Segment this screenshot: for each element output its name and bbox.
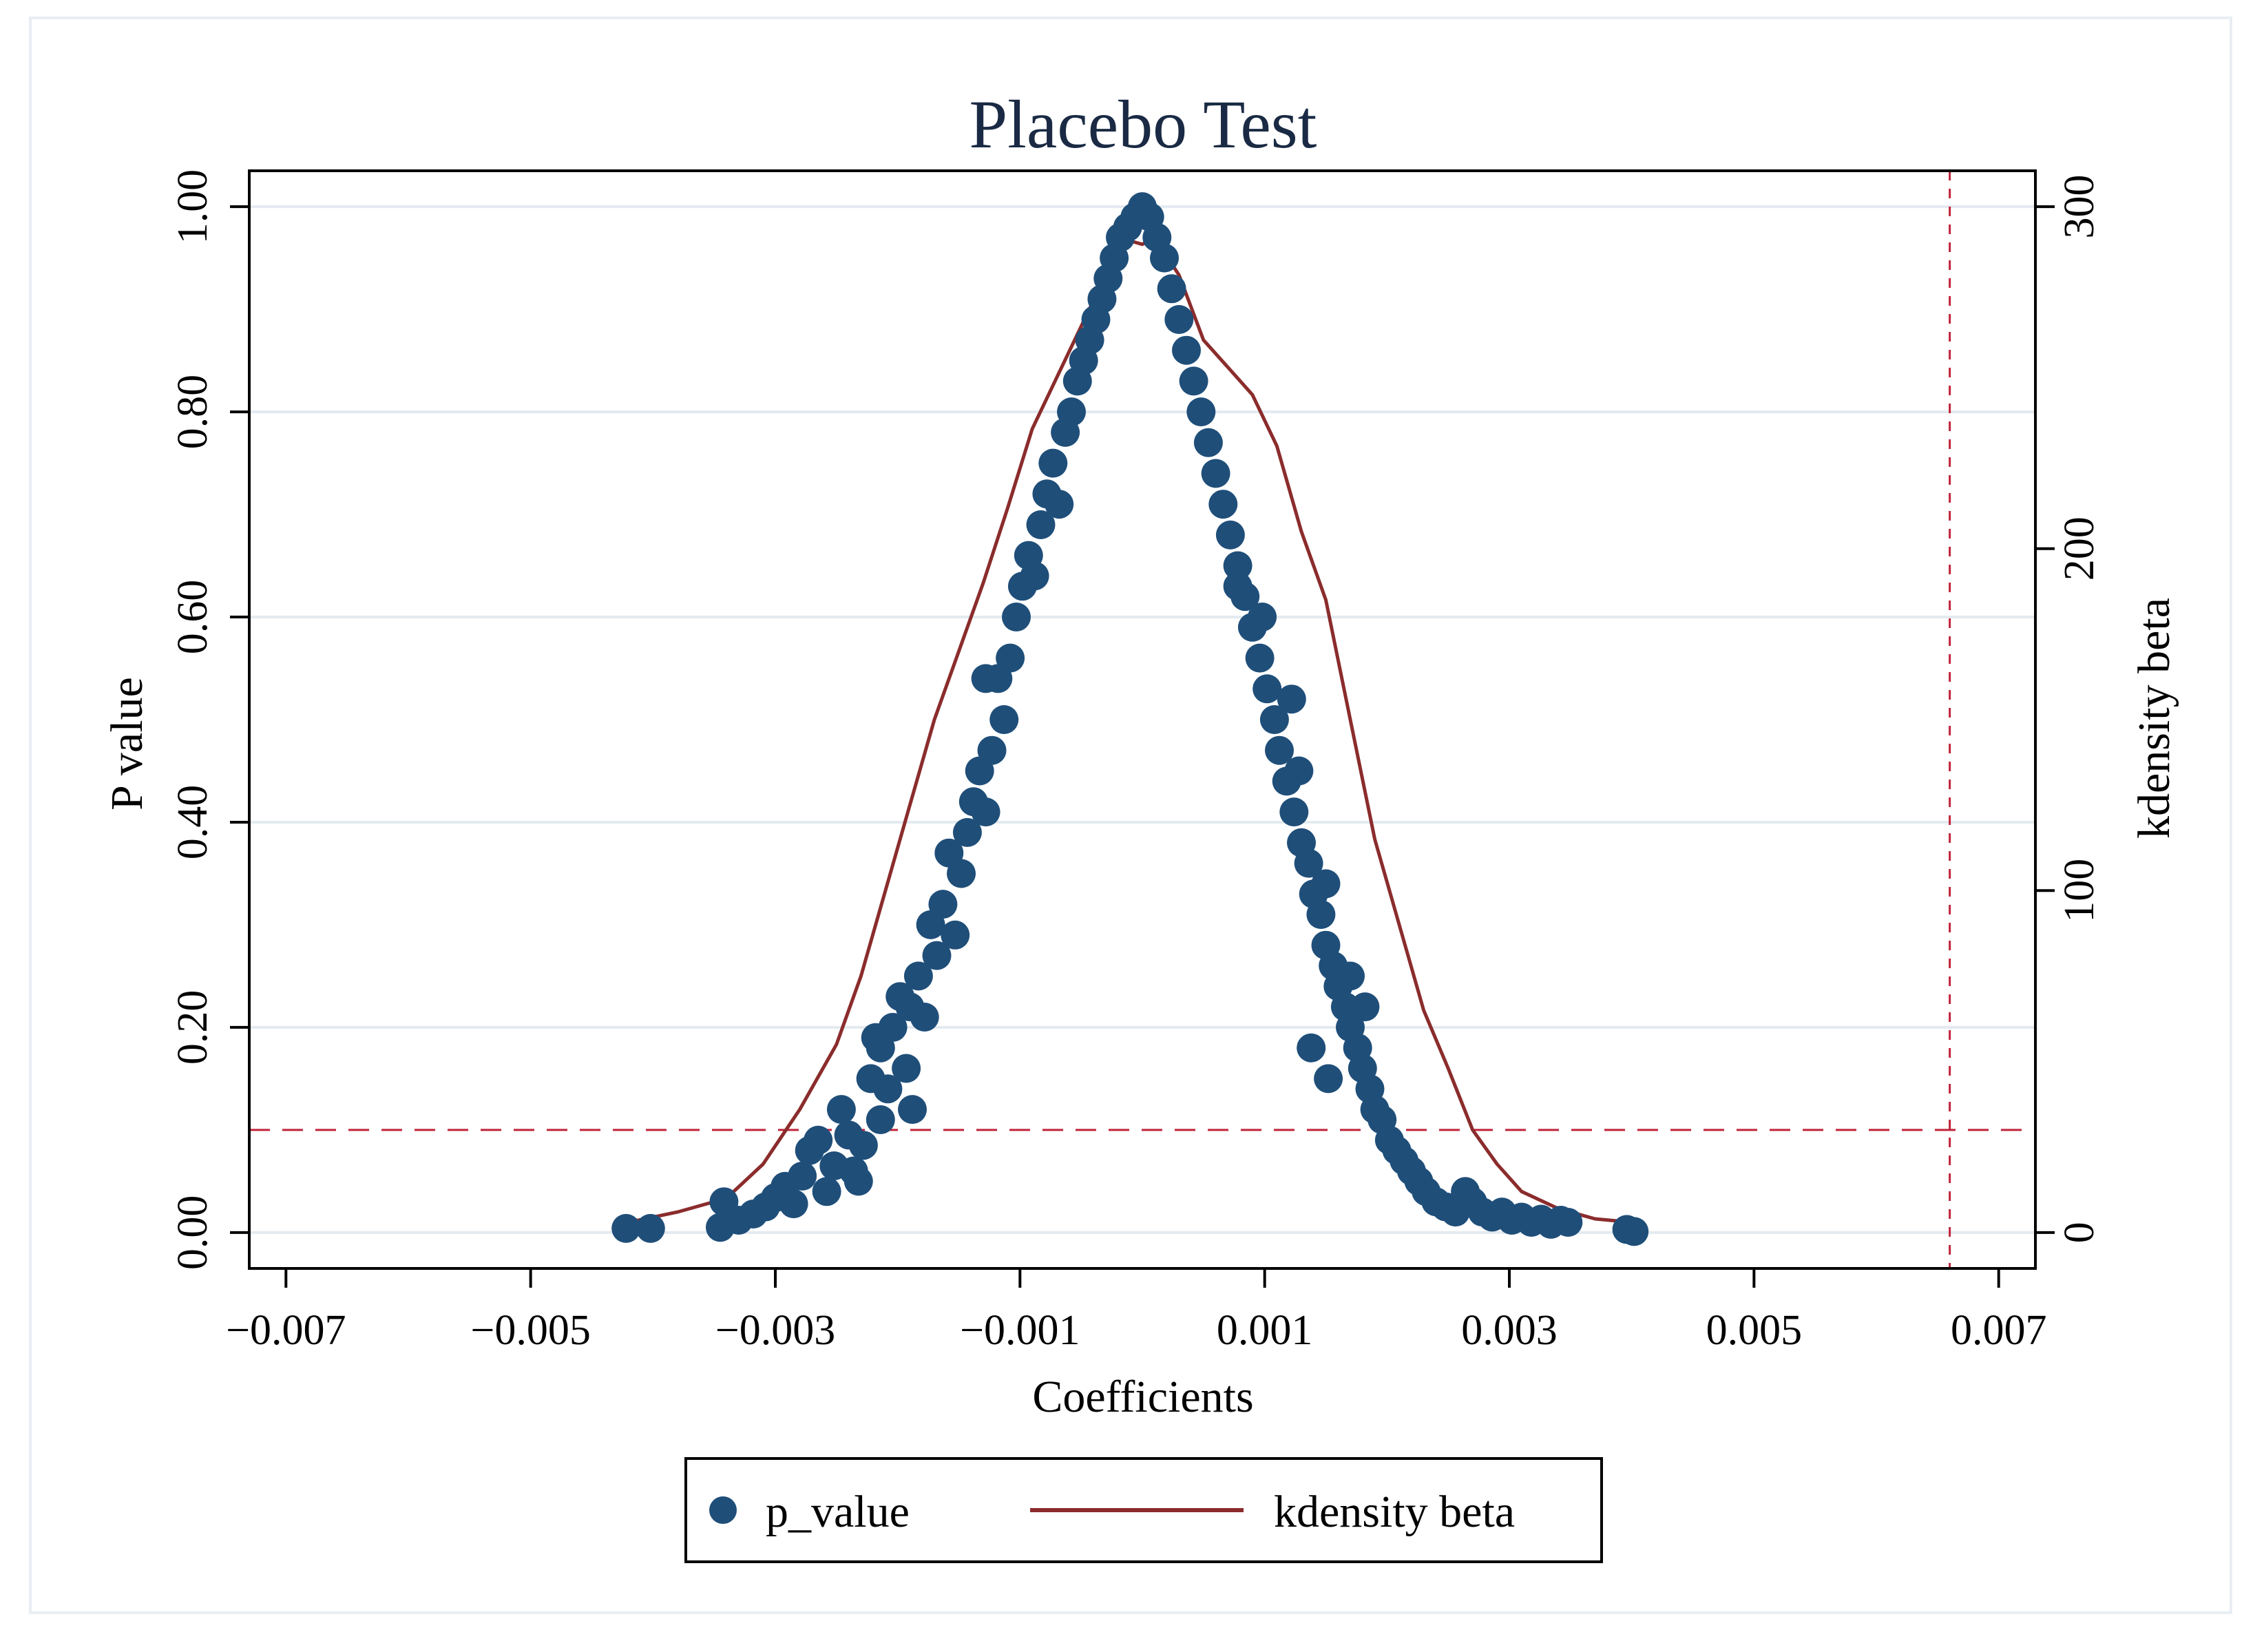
y-left-tick-label-3: 0.60 — [169, 580, 216, 655]
p-value-point-40 — [977, 735, 1007, 765]
p-value-point-50 — [1038, 448, 1068, 478]
p-value-point-68 — [1157, 274, 1186, 304]
p-value-point-133 — [895, 992, 925, 1022]
x-tick-label-4: 0.001 — [1217, 1307, 1313, 1354]
y-right-tick-label-1: 100 — [2056, 859, 2103, 923]
y-axis-left-label: P value — [102, 677, 152, 811]
y-right-tick-label-2: 200 — [2056, 516, 2103, 581]
p-value-point-32 — [928, 890, 958, 919]
p-value-point-124 — [1277, 684, 1306, 714]
p-value-point-48 — [1026, 510, 1056, 539]
p-value-point-43 — [996, 643, 1025, 673]
p-value-point-131 — [1223, 572, 1252, 601]
chart-frame — [29, 17, 2232, 1614]
x-tick-label-3: −0.001 — [960, 1307, 1080, 1354]
x-tick-label-1: −0.005 — [470, 1307, 590, 1354]
x-axis: −0.007 −0.005 −0.003 −0.001 0.001 0.003 0.005 0… — [226, 1268, 2046, 1354]
p-value-point-1 — [636, 1213, 665, 1243]
p-value-point-76 — [1215, 520, 1245, 550]
p-value-point-75 — [1208, 490, 1238, 519]
y-left-tick-label-5: 1.00 — [169, 169, 216, 244]
y-left-tick-label-2: 0.40 — [169, 785, 216, 860]
p-value-point-83 — [1265, 735, 1294, 765]
p-value-point-22 — [866, 1105, 895, 1134]
p-value-point-132 — [971, 664, 1000, 693]
p-value-point-73 — [1193, 428, 1223, 457]
x-tick-label-6: 0.005 — [1706, 1307, 1803, 1354]
p-value-point-123 — [1284, 756, 1314, 786]
p-value-point-67 — [1150, 243, 1179, 273]
p-value-point-15 — [826, 1095, 856, 1125]
y-left-tick-label-4: 0.80 — [169, 375, 216, 450]
p-value-point-23 — [873, 1074, 903, 1104]
p-value-point-122 — [1620, 1217, 1649, 1246]
p-value-point-130 — [1248, 603, 1277, 631]
gridlines — [249, 205, 2035, 1234]
p-value-point-82 — [1259, 705, 1289, 734]
p-value-point-51 — [1045, 490, 1074, 519]
kdensity-line — [628, 236, 1632, 1224]
x-tick-label-0: −0.007 — [226, 1307, 346, 1354]
p-value-point-89 — [1306, 900, 1336, 929]
legend-label-kdensity: kdensity beta — [1274, 1487, 1515, 1537]
x-tick-label-7: 0.007 — [1951, 1307, 2047, 1354]
x-tick-label-5: 0.003 — [1461, 1307, 1558, 1354]
p-value-point-31 — [922, 941, 952, 970]
p-value-points — [611, 192, 1649, 1246]
p-value-point-27 — [898, 1095, 927, 1125]
p-value-point-129 — [1350, 992, 1380, 1022]
p-value-point-0 — [611, 1213, 641, 1243]
y-axis-left: 0.00 0.20 0.40 0.60 0.80 1.00 — [169, 169, 249, 1270]
p-value-point-126 — [1297, 1033, 1326, 1063]
plot-area — [248, 169, 2037, 1270]
kdensity-layer — [628, 236, 1632, 1224]
p-value-point-128 — [1336, 961, 1365, 991]
x-tick-label-2: −0.003 — [715, 1307, 835, 1354]
p-value-point-127 — [1314, 1064, 1343, 1094]
p-value-point-44 — [1002, 603, 1031, 631]
p-value-point-13 — [812, 1177, 841, 1206]
p-value-point-26 — [892, 1054, 921, 1083]
chart-title: Placebo Test — [969, 86, 1317, 163]
p-value-point-80 — [1245, 643, 1275, 673]
p-value-point-12 — [804, 1125, 833, 1155]
p-value-point-34 — [941, 920, 970, 950]
p-value-point-10 — [788, 1161, 817, 1191]
reference-lines — [249, 171, 2035, 1268]
p-value-point-69 — [1164, 305, 1194, 334]
p-value-point-19 — [848, 1131, 878, 1160]
p-value-point-72 — [1186, 397, 1216, 427]
p-value-point-70 — [1172, 335, 1201, 365]
p-value-point-87 — [1294, 848, 1323, 878]
p-value-point-35 — [947, 859, 976, 888]
p-value-point-74 — [1201, 459, 1230, 488]
legend-marker-p-value — [709, 1496, 737, 1524]
p-value-point-47 — [1020, 561, 1049, 591]
y-axis-right-label: kdensity beta — [2129, 598, 2179, 839]
p-value-point-77 — [1223, 551, 1252, 581]
p-value-point-81 — [1252, 674, 1282, 704]
y-left-tick-label-1: 0.20 — [169, 990, 216, 1065]
p-value-point-42 — [989, 705, 1019, 734]
p-value-point-9 — [779, 1189, 808, 1219]
y-axis-right: 0 100 200 300 — [2035, 175, 2103, 1243]
legend-label-p-value: p_value — [766, 1487, 910, 1537]
y-left-tick-label-0: 0.00 — [169, 1195, 216, 1271]
x-axis-label: Coefficients — [1032, 1372, 1253, 1422]
p-value-point-36 — [952, 817, 982, 847]
p-value-point-28 — [903, 961, 933, 991]
legend: p_value kdensity beta — [684, 1457, 1603, 1563]
y-right-tick-label-0: 0 — [2056, 1222, 2103, 1243]
p-value-point-85 — [1279, 797, 1309, 827]
p-value-point-125 — [1311, 869, 1341, 899]
p-value-point-18 — [843, 1167, 873, 1196]
y-right-tick-label-3: 300 — [2056, 175, 2103, 239]
p-value-point-120 — [1553, 1208, 1583, 1237]
p-value-point-39 — [971, 797, 1000, 827]
p-value-point-134 — [866, 1033, 895, 1063]
p-value-point-53 — [1057, 397, 1086, 427]
p-value-point-71 — [1179, 366, 1208, 396]
